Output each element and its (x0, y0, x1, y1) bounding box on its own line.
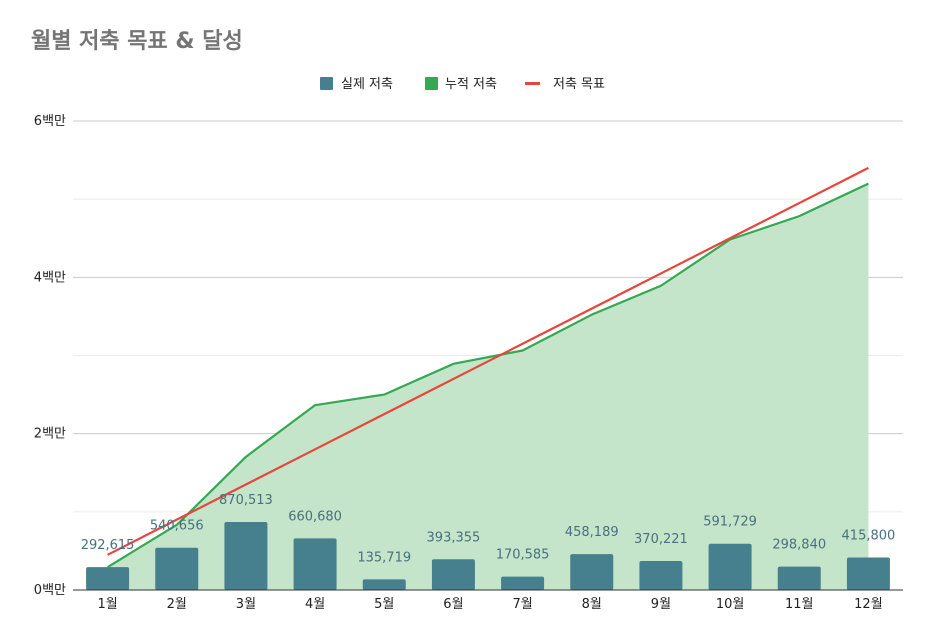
cumulative-area (107, 183, 869, 591)
y-tick-label: 6백만 (34, 114, 66, 129)
x-tick-label: 8월 (582, 597, 602, 612)
bar-value-label: 292,615 (81, 538, 135, 553)
bar-value-label: 458,189 (565, 525, 619, 540)
bar-actual[interactable] (293, 538, 337, 590)
x-tick-label: 9월 (651, 597, 671, 612)
y-tick-label: 0백만 (34, 583, 66, 598)
x-axis: 1월 2월 3월 4월 5월 6월 7월 8월 9월 10월 11월 12월 (73, 589, 903, 612)
legend-swatch-target (525, 82, 540, 85)
x-tick-label: 2월 (167, 597, 187, 612)
legend: 실제 저축 누적 저축 저축 목표 (320, 77, 605, 92)
legend-item-target[interactable]: 저축 목표 (525, 77, 605, 92)
legend-swatch-cumulative (425, 77, 438, 90)
bar-actual[interactable] (777, 566, 821, 590)
x-tick-label: 12월 (854, 597, 883, 612)
target-line (107, 166, 869, 556)
x-tick-label: 5월 (374, 597, 394, 612)
bar-value-label: 660,680 (288, 509, 342, 524)
bar-value-label: 591,729 (703, 515, 757, 530)
legend-item-cumulative[interactable]: 누적 저축 (425, 77, 497, 92)
x-tick-label: 6월 (443, 597, 463, 612)
y-tick-label: 2백만 (34, 427, 66, 442)
bar-value-label: 170,585 (496, 548, 550, 563)
bar-actual[interactable] (362, 579, 406, 590)
bar-value-label: 870,513 (219, 493, 273, 508)
data-labels: 292,615 540,656 870,513 660,680 135,719 393,3… (81, 493, 896, 565)
bar-actual[interactable] (708, 543, 752, 590)
x-tick-label: 3월 (236, 597, 256, 612)
cumulative-line (107, 182, 869, 569)
legend-label-actual: 실제 저축 (341, 77, 393, 92)
bar-actual[interactable] (846, 557, 890, 590)
lines (107, 166, 869, 569)
bar-value-label: 370,221 (634, 532, 688, 547)
y-tick-label: 4백만 (34, 270, 66, 285)
bar-actual[interactable] (155, 547, 199, 590)
cumulative-area-fill (107, 183, 869, 591)
bar-value-label: 393,355 (427, 530, 481, 545)
x-tick-label: 7월 (512, 597, 532, 612)
bar-actual[interactable] (570, 554, 614, 590)
bar-actual[interactable] (501, 576, 545, 590)
x-tick-label: 10월 (716, 597, 745, 612)
bar-actual[interactable] (86, 567, 130, 590)
x-tick-label: 4월 (305, 597, 325, 612)
bar-value-label: 298,840 (772, 538, 826, 553)
bar-value-label: 540,656 (150, 519, 204, 534)
legend-label-target: 저축 목표 (553, 77, 605, 92)
bar-actual[interactable] (431, 559, 475, 590)
bar-actual[interactable] (224, 521, 268, 590)
chart-title: 월별 저축 목표 & 달성 (31, 29, 243, 54)
legend-item-actual[interactable]: 실제 저축 (320, 77, 393, 92)
bar-value-label: 415,800 (842, 528, 896, 543)
bar-value-label: 135,719 (357, 550, 411, 565)
bar-actual[interactable] (639, 561, 683, 590)
legend-label-cumulative: 누적 저축 (445, 77, 497, 92)
legend-swatch-actual (320, 77, 333, 90)
y-axis: 0백만 2백만 4백만 6백만 (34, 114, 66, 598)
x-tick-label: 11월 (785, 597, 814, 612)
bars (86, 521, 890, 590)
x-tick-label: 1월 (97, 597, 117, 612)
